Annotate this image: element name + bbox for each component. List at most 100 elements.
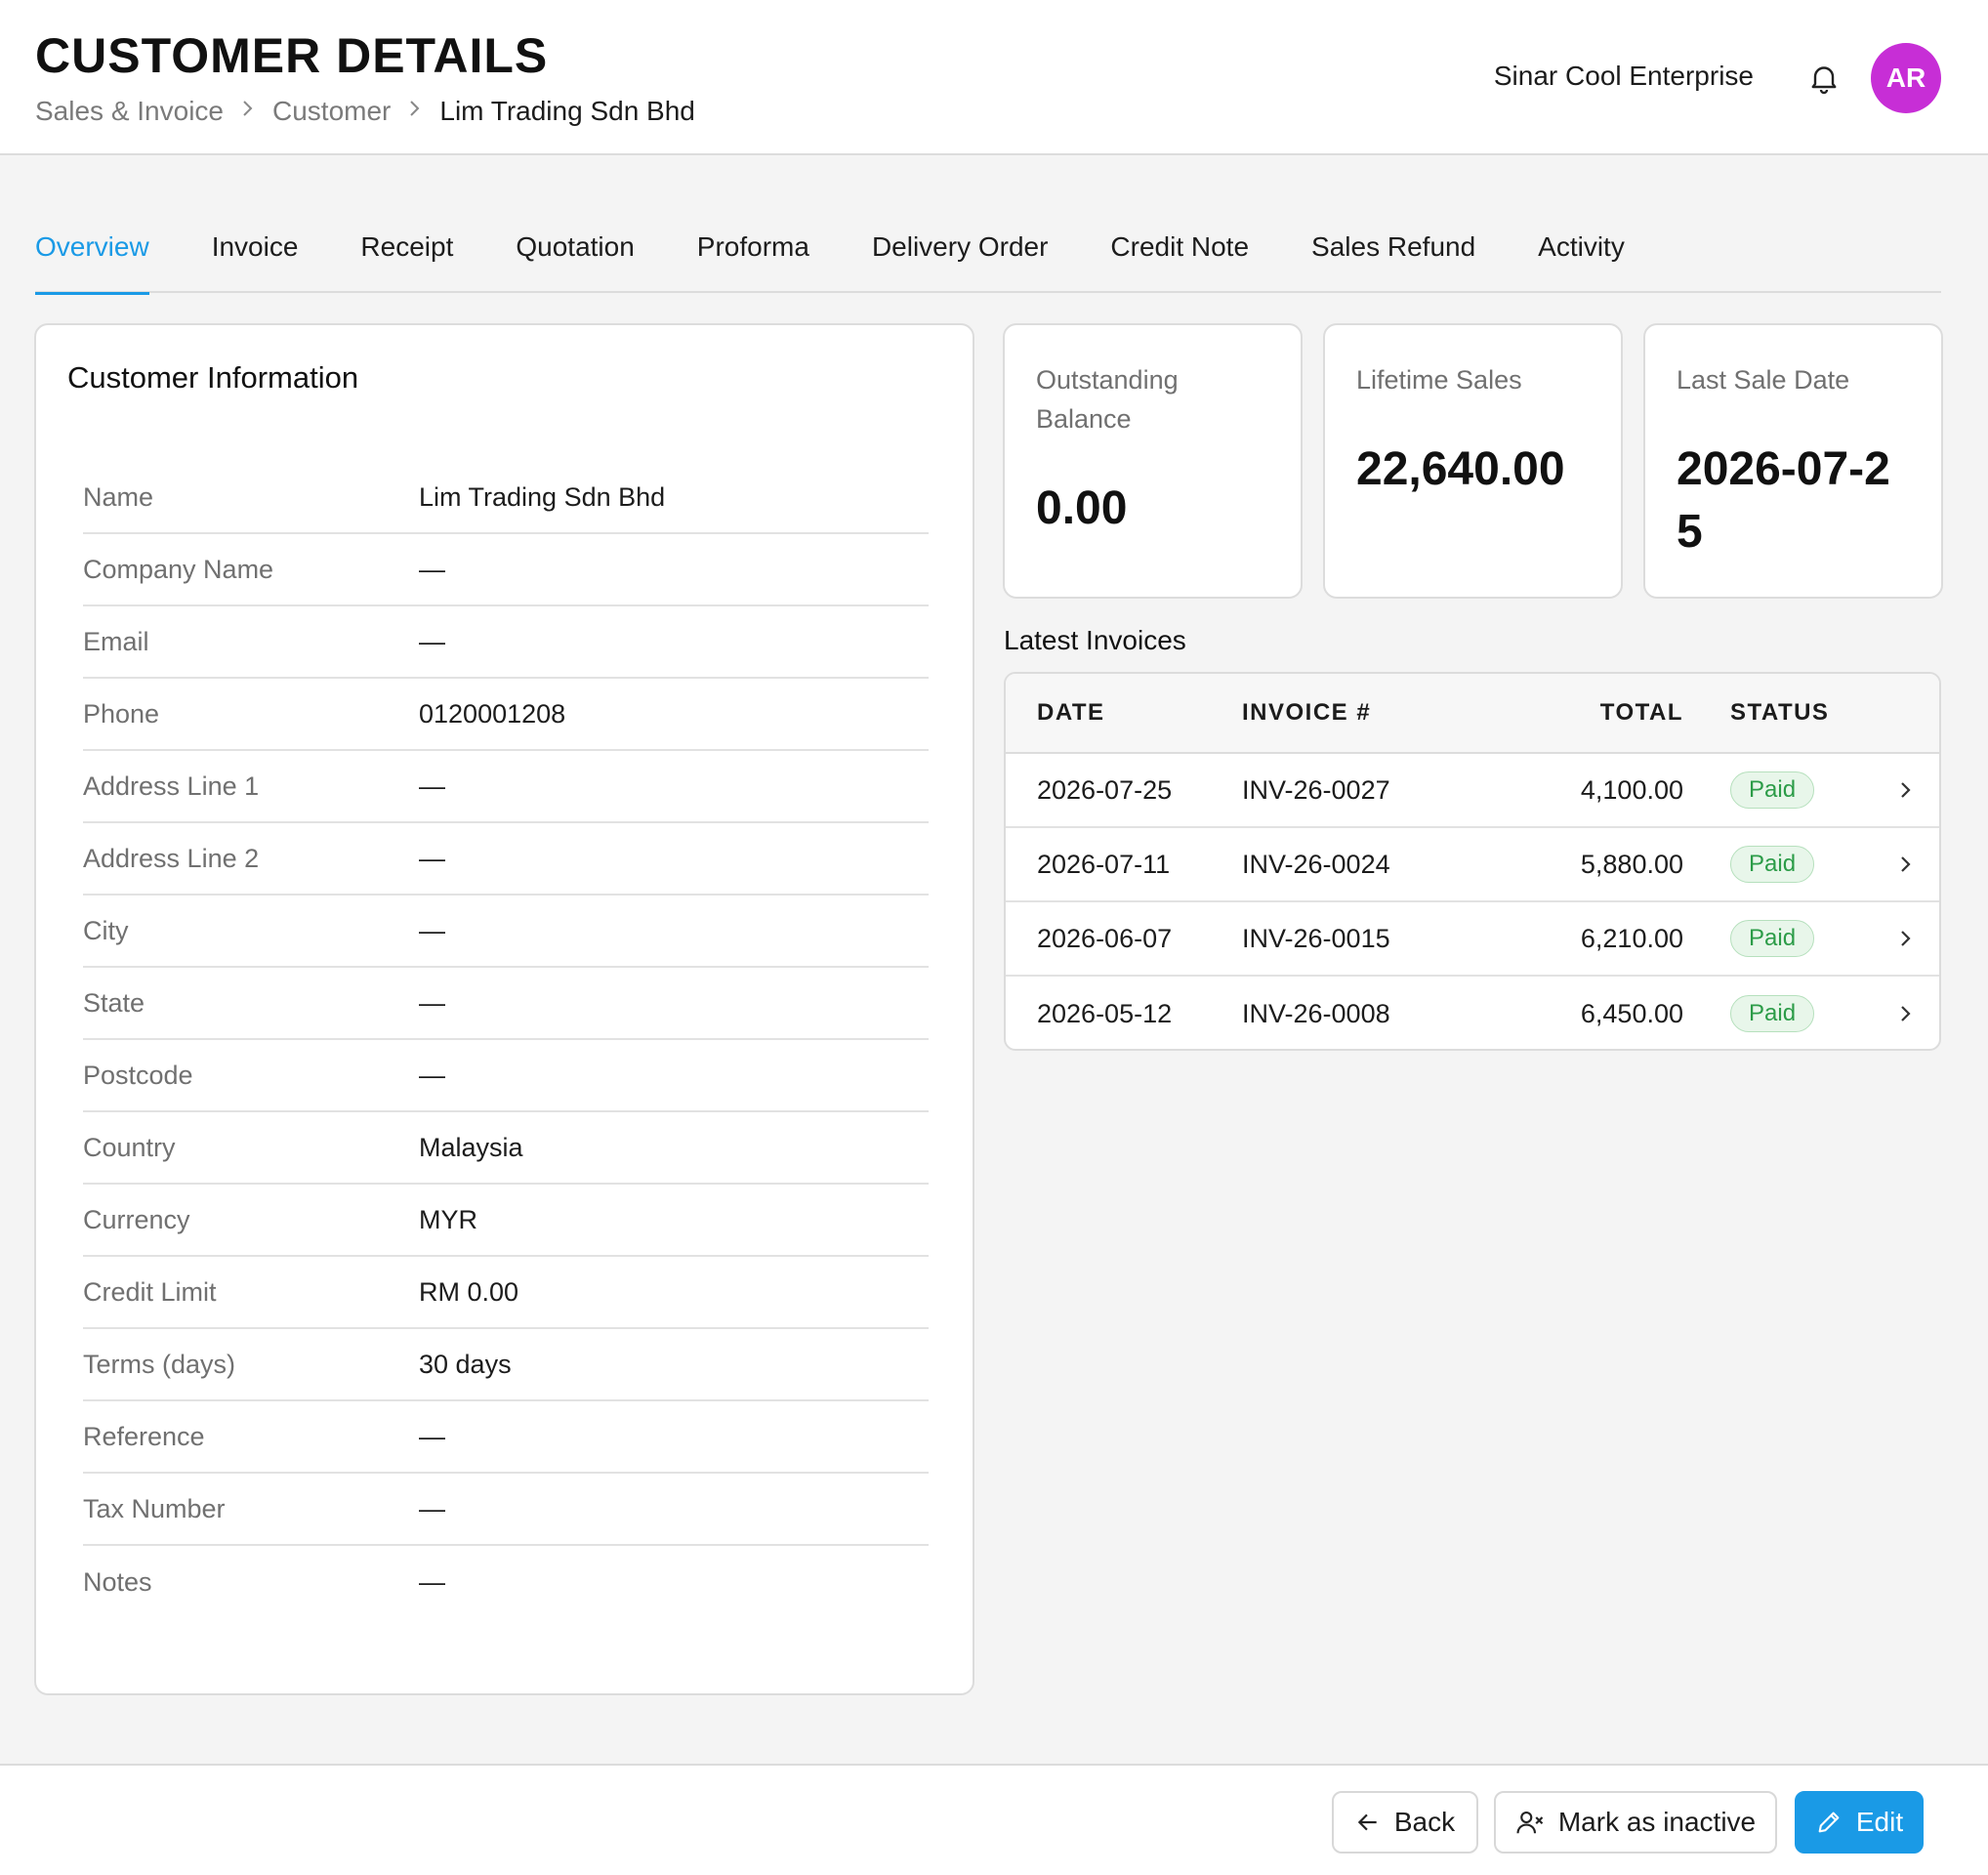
pencil-icon [1815,1809,1843,1836]
stat-label: Outstanding Balance [1036,365,1179,434]
field-label: Email [83,626,149,656]
field-row: Tax Number — [83,1474,929,1546]
avatar[interactable]: AR [1871,43,1941,113]
field-value: — [419,1566,445,1597]
tab-credit-note[interactable]: Credit Note [1110,231,1250,262]
status-cell: Paid [1730,977,1815,1049]
tab-overview[interactable]: Overview [35,217,149,295]
table-row[interactable]: 2026-05-12 INV-26-0008 6,450.00 Paid [1006,977,1939,1049]
status-badge: Paid [1730,920,1815,957]
chevron-right-icon[interactable] [1892,754,1920,826]
field-row: Terms (days) 30 days [83,1329,929,1401]
field-label: Reference [83,1421,205,1451]
field-label: Credit Limit [83,1276,217,1307]
field-row: City — [83,896,929,968]
last-sale-date-card: Last Sale Date 2026-07-25 [1643,323,1943,599]
field-label: Phone [83,698,160,729]
mark-inactive-label: Mark as inactive [1557,1807,1757,1837]
field-label: City [83,915,129,945]
status-badge: Paid [1730,995,1815,1032]
company-switcher[interactable]: Sinar Cool Enterprise [1493,61,1754,91]
chevron-right-icon[interactable] [1892,902,1920,975]
chevron-right-icon[interactable] [1892,977,1920,1049]
field-label: Currency [83,1204,190,1234]
invoice-total: 6,450.00 [1580,998,1683,1028]
table-row[interactable]: 2026-07-11 INV-26-0024 5,880.00 Paid [1006,828,1939,902]
field-value: — [419,1421,445,1451]
page-header: CUSTOMER DETAILS Sales & Invoice Custome… [0,0,1988,155]
field-row: Country Malaysia [83,1112,929,1185]
field-row: Email — [83,606,929,679]
chevron-right-icon [241,99,255,124]
latest-invoices-title: Latest Invoices [1004,625,1186,655]
chevron-right-icon [408,99,422,124]
field-value: — [419,1060,445,1090]
breadcrumb-customer[interactable]: Customer [272,96,392,126]
status-cell: Paid [1730,902,1815,975]
field-value: Malaysia [419,1132,523,1162]
field-row: Phone 0120001208 [83,679,929,751]
field-label: Terms (days) [83,1349,236,1379]
field-label: Notes [83,1566,152,1597]
stat-value: 0.00 [1036,482,1128,534]
status-cell: Paid [1730,828,1815,900]
breadcrumb-sales-invoice[interactable]: Sales & Invoice [35,96,224,126]
field-value: 0120001208 [419,698,566,729]
footer-action-bar: Back Mark as inactive Edit [0,1764,1988,1875]
invoice-total: 6,210.00 [1580,923,1683,953]
status-cell: Paid [1730,754,1815,826]
invoice-date: 2026-05-12 [1037,998,1173,1028]
tab-proforma[interactable]: Proforma [696,231,809,262]
field-value: RM 0.00 [419,1276,519,1307]
page-title: CUSTOMER DETAILS [35,28,549,83]
field-label: Name [83,481,154,512]
bell-icon[interactable] [1806,61,1842,96]
field-row: Address Line 2 — [83,823,929,896]
invoice-date: 2026-06-07 [1037,923,1173,953]
field-label: Address Line 1 [83,771,260,801]
edit-button[interactable]: Edit [1795,1791,1924,1854]
field-value: — [419,771,445,801]
column-header-invoice: INVOICE # [1242,699,1372,726]
breadcrumb-current: Lim Trading Sdn Bhd [439,96,695,126]
tab-sales-refund[interactable]: Sales Refund [1311,231,1476,262]
tab-receipt[interactable]: Receipt [360,231,454,262]
latest-invoices-table: DATE INVOICE # TOTAL STATUS 2026-07-25 I… [1004,672,1941,1051]
tab-activity[interactable]: Activity [1538,231,1625,262]
status-badge: Paid [1730,846,1815,883]
chevron-right-icon[interactable] [1892,828,1920,900]
field-row: Company Name — [83,534,929,606]
field-label: Tax Number [83,1493,226,1523]
table-row[interactable]: 2026-06-07 INV-26-0015 6,210.00 Paid [1006,902,1939,977]
field-value: — [419,554,445,584]
field-label: State [83,987,145,1018]
field-row: Reference — [83,1401,929,1474]
mark-inactive-button[interactable]: Mark as inactive [1494,1791,1777,1854]
column-header-date: DATE [1037,699,1105,726]
field-value: — [419,1493,445,1523]
field-row: Postcode — [83,1040,929,1112]
back-button[interactable]: Back [1332,1791,1478,1854]
field-value: Lim Trading Sdn Bhd [419,481,666,512]
field-row: Credit Limit RM 0.00 [83,1257,929,1329]
field-label: Company Name [83,554,274,584]
field-value: 30 days [419,1349,512,1379]
field-row: Name Lim Trading Sdn Bhd [83,462,929,534]
table-row[interactable]: 2026-07-25 INV-26-0027 4,100.00 Paid [1006,754,1939,828]
status-badge: Paid [1730,771,1815,809]
stat-label: Lifetime Sales [1356,365,1522,395]
invoice-number: INV-26-0027 [1242,774,1390,805]
tab-invoice[interactable]: Invoice [211,231,299,262]
field-label: Postcode [83,1060,193,1090]
tab-quotation[interactable]: Quotation [516,231,635,262]
lifetime-sales-card: Lifetime Sales 22,640.00 [1323,323,1623,599]
field-row: Notes — [83,1546,929,1618]
breadcrumb: Sales & Invoice Customer Lim Trading Sdn… [35,96,695,127]
field-value: — [419,987,445,1018]
customer-information-card: Customer Information Name Lim Trading Sdn… [34,323,974,1695]
field-label: Address Line 2 [83,843,260,873]
tab-delivery-order[interactable]: Delivery Order [871,231,1049,262]
user-remove-icon [1515,1808,1545,1837]
invoice-number: INV-26-0008 [1242,998,1390,1028]
outstanding-balance-card: Outstanding Balance 0.00 [1003,323,1303,599]
